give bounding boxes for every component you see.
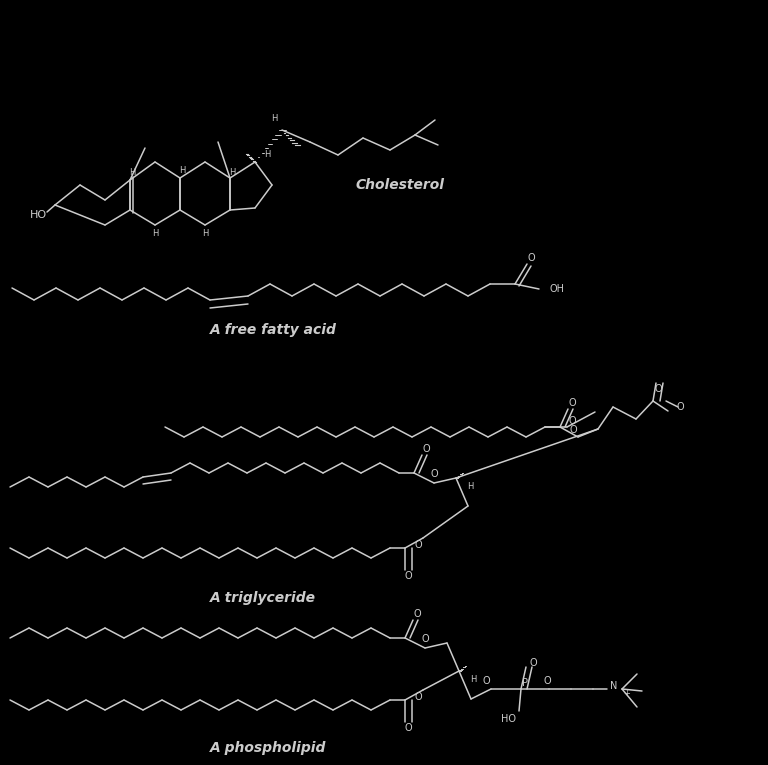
Text: O: O bbox=[543, 676, 551, 686]
Text: O: O bbox=[430, 469, 438, 479]
Text: O: O bbox=[404, 571, 412, 581]
Text: O: O bbox=[568, 398, 576, 408]
Text: O: O bbox=[482, 676, 490, 686]
Text: O: O bbox=[413, 609, 421, 619]
Text: HO: HO bbox=[502, 714, 517, 724]
Text: H: H bbox=[470, 675, 476, 683]
Text: +: + bbox=[624, 689, 631, 698]
Text: O: O bbox=[654, 384, 662, 394]
Text: H: H bbox=[271, 113, 277, 122]
Text: H: H bbox=[467, 481, 473, 490]
Text: O: O bbox=[414, 540, 422, 550]
Text: O: O bbox=[569, 425, 577, 435]
Text: H: H bbox=[179, 165, 185, 174]
Text: O: O bbox=[527, 253, 535, 263]
Text: O: O bbox=[529, 658, 537, 668]
Text: A phospholipid: A phospholipid bbox=[210, 741, 326, 755]
Text: H: H bbox=[229, 168, 235, 177]
Text: HO: HO bbox=[30, 210, 47, 220]
Text: O: O bbox=[676, 402, 684, 412]
Text: H: H bbox=[152, 229, 158, 237]
Text: A triglyceride: A triglyceride bbox=[210, 591, 316, 605]
Text: N: N bbox=[611, 681, 617, 691]
Text: Cholesterol: Cholesterol bbox=[356, 178, 445, 192]
Text: P: P bbox=[522, 678, 528, 688]
Text: O: O bbox=[568, 416, 576, 426]
Text: OH: OH bbox=[550, 284, 565, 294]
Text: H: H bbox=[202, 229, 208, 237]
Text: H: H bbox=[129, 168, 135, 177]
Text: O: O bbox=[422, 444, 430, 454]
Text: O: O bbox=[414, 692, 422, 702]
Text: A free fatty acid: A free fatty acid bbox=[210, 323, 337, 337]
Text: O: O bbox=[421, 634, 429, 644]
Text: H: H bbox=[264, 149, 270, 158]
Text: O: O bbox=[404, 723, 412, 733]
